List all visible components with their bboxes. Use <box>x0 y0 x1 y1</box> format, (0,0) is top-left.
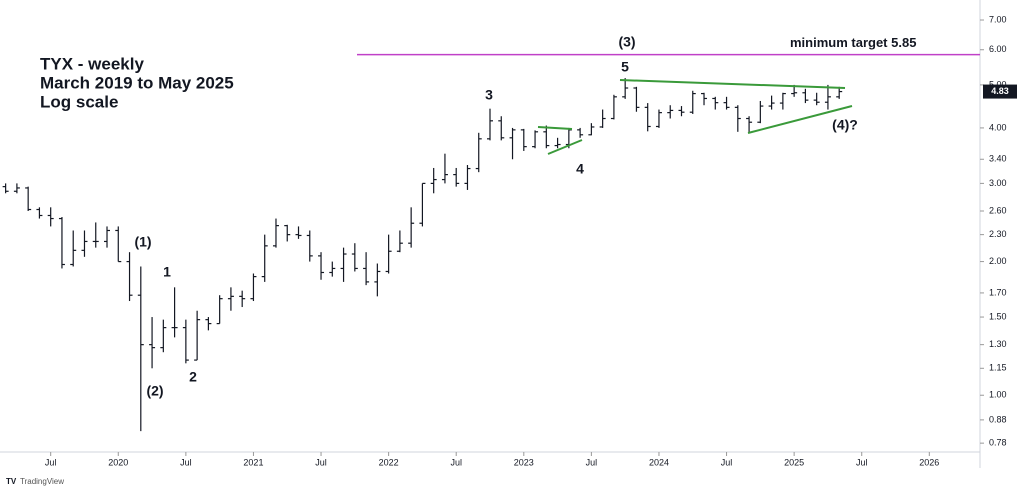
x-tick-label: Jul <box>856 457 868 467</box>
wave-label: 5 <box>621 59 629 75</box>
y-tick-label: 5.00 <box>989 79 1007 89</box>
x-tick-label: 2026 <box>919 457 939 467</box>
y-tick-label: 6.00 <box>989 44 1007 54</box>
y-tick-label: 1.70 <box>989 287 1007 297</box>
y-tick-label: 2.30 <box>989 229 1007 239</box>
y-tick-label: 0.78 <box>989 438 1007 448</box>
last-price: 4.83 <box>991 86 1009 96</box>
title-line: Log scale <box>40 92 118 111</box>
wave-label: (2) <box>146 383 163 399</box>
target-label: minimum target 5.85 <box>790 35 916 50</box>
y-tick-label: 1.00 <box>989 390 1007 400</box>
x-tick-label: Jul <box>721 457 733 467</box>
y-tick-label: 2.60 <box>989 205 1007 215</box>
wave-label: 2 <box>189 369 197 385</box>
y-tick-label: 1.15 <box>989 363 1007 373</box>
wave-label: (3) <box>618 34 635 50</box>
logo: TV <box>6 477 17 486</box>
x-tick-label: 2022 <box>379 457 399 467</box>
y-tick-label: 1.50 <box>989 311 1007 321</box>
title-line: TYX - weekly <box>40 54 144 73</box>
y-tick-label: 3.40 <box>989 154 1007 164</box>
trend-line <box>747 105 853 134</box>
x-tick-label: Jul <box>586 457 598 467</box>
x-tick-label: Jul <box>180 457 192 467</box>
x-tick-label: 2021 <box>243 457 263 467</box>
wave-label: 1 <box>163 264 171 280</box>
wave-label: (4)? <box>832 117 858 133</box>
trend-line <box>547 139 583 155</box>
trend-line <box>537 126 573 130</box>
wave-label: 4 <box>576 161 584 177</box>
y-tick-label: 0.88 <box>989 414 1007 424</box>
x-tick-label: 2020 <box>108 457 128 467</box>
x-tick-label: Jul <box>315 457 327 467</box>
y-tick-label: 2.00 <box>989 256 1007 266</box>
price-box <box>983 84 1017 99</box>
branding: TradingView <box>20 477 64 486</box>
x-tick-label: 2023 <box>514 457 534 467</box>
x-tick-label: 2025 <box>784 457 804 467</box>
x-tick-label: 2024 <box>649 457 669 467</box>
trend-line <box>619 79 846 89</box>
y-tick-label: 1.30 <box>989 339 1007 349</box>
wave-label: (1) <box>134 234 151 250</box>
y-tick-label: 3.00 <box>989 178 1007 188</box>
y-tick-label: 7.00 <box>989 14 1007 24</box>
x-tick-label: Jul <box>45 457 57 467</box>
y-tick-label: 4.00 <box>989 122 1007 132</box>
x-tick-label: Jul <box>450 457 462 467</box>
wave-label: 3 <box>485 87 493 103</box>
title-line: March 2019 to May 2025 <box>40 73 234 92</box>
